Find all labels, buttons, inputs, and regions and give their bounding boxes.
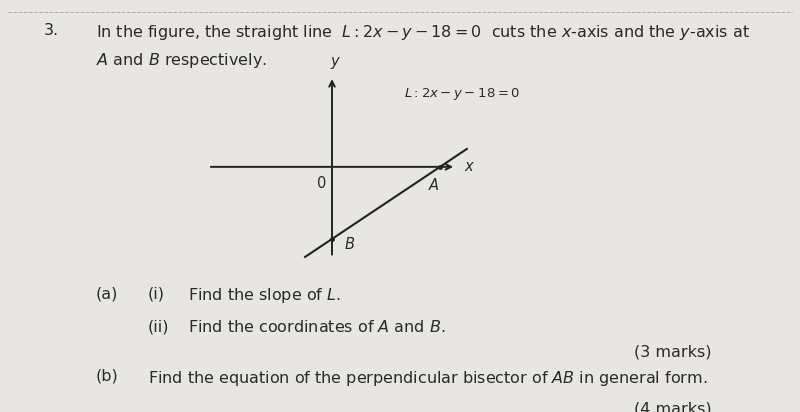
Text: In the figure, the straight line  $L: 2x-y-18=0$  cuts the $x$-axis and the $y$-: In the figure, the straight line $L: 2x-… [96,23,750,42]
Text: (i): (i) [148,286,165,301]
Text: Find the coordinates of $A$ and $B$.: Find the coordinates of $A$ and $B$. [188,319,446,335]
Text: 0: 0 [317,176,326,191]
Text: (4 marks): (4 marks) [634,402,712,412]
Text: (b): (b) [96,369,118,384]
Text: $A$ and $B$ respectively.: $A$ and $B$ respectively. [96,52,267,70]
Text: Find the equation of the perpendicular bisector of $AB$ in general form.: Find the equation of the perpendicular b… [148,369,707,388]
Text: x: x [464,159,473,174]
Text: $L: 2x-y-18=0$: $L: 2x-y-18=0$ [404,86,520,102]
Text: 3.: 3. [44,23,59,37]
Text: y: y [330,54,338,69]
Text: (ii): (ii) [148,319,170,334]
Text: (3 marks): (3 marks) [634,344,712,359]
Text: B: B [345,237,355,252]
Text: (a): (a) [96,286,118,301]
Text: Find the slope of $L$.: Find the slope of $L$. [188,286,341,305]
Text: A: A [429,178,438,193]
